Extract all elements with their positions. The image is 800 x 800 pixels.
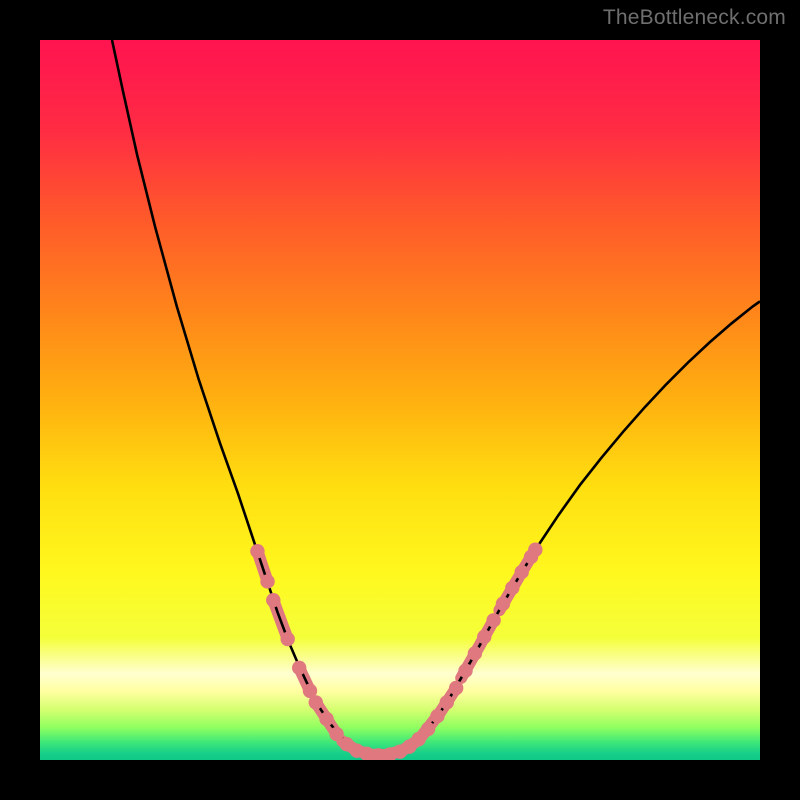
highlight-dot bbox=[309, 695, 323, 709]
highlight-dot bbox=[496, 597, 510, 611]
highlight-dot bbox=[528, 543, 542, 557]
highlight-segments bbox=[257, 550, 535, 755]
highlight-dot bbox=[266, 593, 280, 607]
highlight-dot bbox=[421, 722, 435, 736]
highlight-dot bbox=[449, 681, 463, 695]
highlight-dot bbox=[440, 695, 454, 709]
highlight-dot bbox=[260, 574, 274, 588]
plot-area bbox=[40, 40, 760, 760]
highlight-dot bbox=[505, 581, 519, 595]
highlight-dot bbox=[458, 664, 472, 678]
highlight-dot bbox=[250, 544, 264, 558]
highlight-dot bbox=[292, 661, 306, 675]
chart-svg bbox=[40, 40, 760, 760]
watermark-text: TheBottleneck.com bbox=[603, 6, 786, 30]
highlight-dot bbox=[477, 630, 491, 644]
highlight-dot bbox=[319, 712, 333, 726]
highlight-dot bbox=[280, 632, 294, 646]
highlight-dot bbox=[430, 709, 444, 723]
highlight-dot bbox=[468, 646, 482, 660]
bottleneck-curve bbox=[112, 40, 760, 756]
highlight-dot bbox=[486, 613, 500, 627]
highlight-dot bbox=[514, 565, 528, 579]
